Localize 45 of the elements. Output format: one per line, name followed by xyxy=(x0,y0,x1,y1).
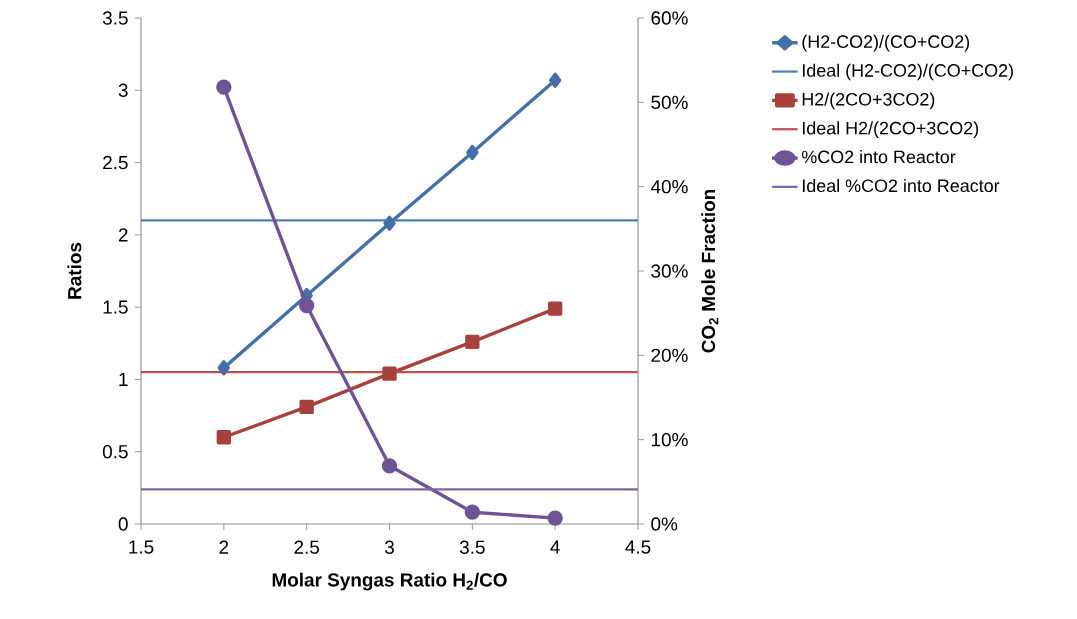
point xyxy=(547,510,563,526)
legend-label: (H2-CO2)/(CO+CO2) xyxy=(802,34,970,52)
point xyxy=(548,72,562,88)
point xyxy=(383,215,396,231)
y-tick-label: 3 xyxy=(118,83,128,97)
y-tick-label: 2.5 xyxy=(103,155,128,170)
legend-label: H2/(2CO+3CO2) xyxy=(802,92,935,110)
y2-axis-title: CO$_{2}$ Mole Fraction xyxy=(701,189,719,353)
x-tick-label: 4 xyxy=(550,540,560,554)
y2-tick-label: 10% xyxy=(651,432,688,447)
x-axis-title: Molar Syngas Ratio H$_{2}$/CO xyxy=(272,572,507,591)
point xyxy=(465,334,480,350)
point xyxy=(217,360,231,376)
y-tick-label: 2 xyxy=(118,228,128,242)
y2-tick-label: 40% xyxy=(650,179,688,194)
y-tick-label: 3.5 xyxy=(102,11,128,25)
point xyxy=(299,399,314,415)
point xyxy=(466,144,479,161)
y-tick-label: 1 xyxy=(119,372,128,386)
point xyxy=(298,297,315,314)
y2-tick-label: 50% xyxy=(651,95,688,110)
legend-label: Ideal %CO2 into Reactor xyxy=(802,178,1000,193)
point xyxy=(216,430,232,445)
point xyxy=(216,79,232,95)
y-tick-label: 0 xyxy=(118,517,128,531)
y-axis-title: Ratios xyxy=(67,242,82,299)
x-tick-label: 4.5 xyxy=(625,540,651,554)
x-tick-label: 3.5 xyxy=(459,540,485,554)
point xyxy=(381,458,398,474)
point xyxy=(382,366,397,381)
y-tick-label: 0.5 xyxy=(102,445,128,459)
x-tick-label: 3 xyxy=(384,540,394,554)
x-tick-label: 2 xyxy=(219,540,229,554)
y2-tick-label: 60% xyxy=(651,11,688,25)
legend-label: Ideal (H2-CO2)/(CO+CO2) xyxy=(802,63,1013,81)
point xyxy=(464,504,481,520)
legend-label: %CO2 into Reactor xyxy=(801,150,956,164)
y2-tick-label: 30% xyxy=(651,264,688,278)
y-tick-label: 1.5 xyxy=(103,300,128,314)
legend-label: Ideal H2/(2CO+3CO2) xyxy=(802,121,979,138)
y2-tick-label: 20% xyxy=(651,348,688,363)
y2-tick-label: 0% xyxy=(651,517,678,531)
x-tick-label: 1.5 xyxy=(129,540,154,554)
point xyxy=(547,301,563,316)
x-tick-label: 2.5 xyxy=(294,540,320,554)
